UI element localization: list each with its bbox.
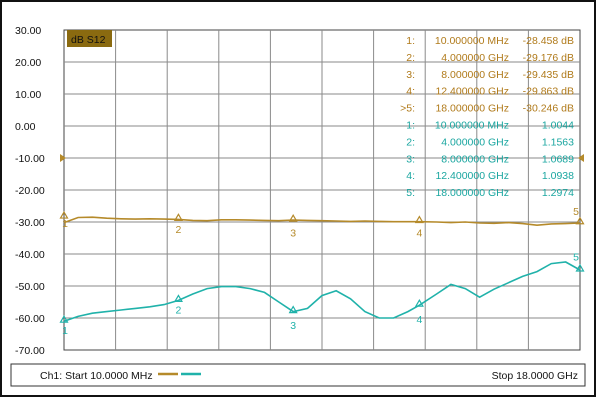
vswr-trace <box>63 261 581 322</box>
channel-start-label: Ch1: Start 10.0000 MHz <box>40 370 153 382</box>
vswr-table-frequency: 12.400000 GHz <box>435 170 509 182</box>
y-tick-label: -40.00 <box>15 249 45 261</box>
vswr-table-frequency: 10.000000 MHz <box>435 120 509 132</box>
y-axis-labels: 30.00 20.00 10.00 0.00 -10.00 -20.00 -30.00 -40… <box>15 25 45 357</box>
s12-table-frequency: 8.000000 GHz <box>441 69 509 81</box>
s12-table-value: -28.458 dB <box>523 35 574 47</box>
s12-table-id: 4: <box>406 86 415 98</box>
y-tick-label: 30.00 <box>15 25 41 37</box>
s12-table-value: -29.863 dB <box>523 86 574 98</box>
s12-marker-1[interactable] <box>59 210 69 219</box>
vswr-table-frequency: 4.000000 GHz <box>441 136 509 148</box>
traces <box>63 216 581 322</box>
s12-table-value: -30.246 dB <box>523 103 574 115</box>
marker-table: 1: 10.000000 MHz -28.458 dB 2: 4.000000 GHz -… <box>400 35 574 199</box>
s12-table-id: 2: <box>406 52 415 64</box>
y-tick-label: -10.00 <box>15 153 45 165</box>
y-tick-label: -60.00 <box>15 313 45 325</box>
y-tick-label: -50.00 <box>15 281 45 293</box>
vswr-marker-3[interactable] <box>288 305 298 314</box>
s12-table-frequency: 12.400000 GHz <box>435 86 509 98</box>
y-tick-label: 10.00 <box>15 89 41 101</box>
s12-table-id: 3: <box>406 69 415 81</box>
s12-table-value: -29.176 dB <box>523 52 574 64</box>
vswr-marker-4[interactable] <box>414 299 424 307</box>
s12-marker-3[interactable] <box>288 214 298 222</box>
s12-table-frequency: 10.000000 MHz <box>435 35 509 47</box>
vswr-table-frequency: 18.000000 GHz <box>435 187 509 199</box>
vswr-table-value: 1.0689 <box>542 153 574 165</box>
vswr-marker-label: 1 <box>62 325 68 337</box>
y-tick-label: -20.00 <box>15 185 45 197</box>
vswr-table-id: 3: <box>406 153 415 165</box>
s12-table-id: 1: <box>406 35 415 47</box>
s12-marker-label: 5 <box>573 206 579 218</box>
reference-level-left <box>60 154 66 162</box>
vswr-table-value: 1.1563 <box>542 136 574 148</box>
y-tick-label: -70.00 <box>15 345 45 357</box>
s12-marker-label: 3 <box>290 227 296 239</box>
markers: 1 2 3 4 5 1 2 3 4 5 <box>59 206 585 337</box>
vswr-marker-label: 5 <box>573 251 579 263</box>
vswr-table-value: 1.2974 <box>542 187 574 199</box>
vswr-table-id: 5: <box>406 187 415 199</box>
s12-marker-label: 2 <box>176 224 182 236</box>
y-tick-label: 0.00 <box>15 121 36 133</box>
s12-marker-5[interactable] <box>575 216 585 225</box>
reference-level-right <box>578 154 584 162</box>
vswr-table-value: 1.0044 <box>542 120 574 132</box>
y-tick-label: -30.00 <box>15 217 45 229</box>
s12-marker-label: 1 <box>62 218 68 230</box>
vswr-table-id: 4: <box>406 170 415 182</box>
trace-label-box[interactable] <box>67 30 112 47</box>
s12-marker-2[interactable] <box>173 213 183 221</box>
vswr-marker-5[interactable] <box>575 263 585 272</box>
s12-marker-label: 4 <box>416 227 422 239</box>
vswr-marker-1[interactable] <box>59 315 69 323</box>
vswr-marker-label: 4 <box>416 314 422 326</box>
vswr-table-id: 1: <box>406 120 415 132</box>
y-tick-label: 20.00 <box>15 57 41 69</box>
s12-trace <box>63 216 581 227</box>
vswr-marker-2[interactable] <box>173 294 183 302</box>
trace-label: dB S12 <box>71 34 106 46</box>
s12-table-value: -29.435 dB <box>523 69 574 81</box>
vswr-marker-label: 2 <box>176 305 182 317</box>
s12-table-frequency: 18.000000 GHz <box>435 103 509 115</box>
vswr-marker-label: 3 <box>290 320 296 332</box>
s12-marker-4[interactable] <box>414 215 424 224</box>
grid <box>60 29 584 351</box>
s12-table-frequency: 4.000000 GHz <box>441 52 509 64</box>
vswr-table-value: 1.0938 <box>542 170 574 182</box>
status-bar <box>10 363 586 387</box>
vswr-table-id: 2: <box>406 136 415 148</box>
stop-frequency-label: Stop 18.0000 GHz <box>492 370 578 382</box>
s12-table-id: >5: <box>400 103 415 115</box>
vswr-table-frequency: 8.000000 GHz <box>441 153 509 165</box>
